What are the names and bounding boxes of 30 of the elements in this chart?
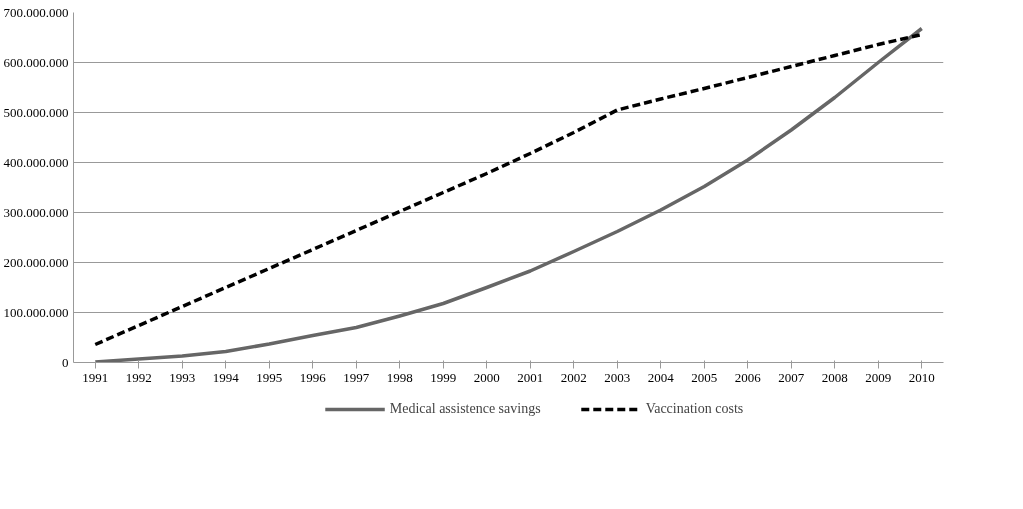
y-tick-label: 200.000.000 xyxy=(3,254,69,270)
x-tick-label: 2003 xyxy=(604,369,631,385)
x-tick-label: 1995 xyxy=(256,369,283,385)
legend-label: Medical assistence savings xyxy=(389,401,541,417)
x-tick-label: 2007 xyxy=(778,369,805,385)
x-tick-label: 2006 xyxy=(734,369,762,385)
x-tick-label: 1998 xyxy=(386,369,413,385)
x-tick-label: 1996 xyxy=(299,369,327,385)
x-tick-label: 1999 xyxy=(430,369,457,385)
x-tick-label: 2005 xyxy=(691,369,718,385)
x-tick-label: 1997 xyxy=(343,369,370,385)
x-tick-label: 2001 xyxy=(517,369,544,385)
x-tick-label: 1994 xyxy=(212,369,240,385)
y-tick-label: 700.000.000 xyxy=(3,4,69,20)
x-tick-label: 2009 xyxy=(865,369,892,385)
x-tick-label: 1992 xyxy=(125,369,152,385)
y-tick-label: 300.000.000 xyxy=(3,204,69,220)
y-tick-label: 400.000.000 xyxy=(3,154,69,170)
x-tick-label: 2000 xyxy=(473,369,500,385)
y-tick-label: 600.000.000 xyxy=(3,54,69,70)
x-tick-label: 2010 xyxy=(908,369,935,385)
y-tick-label: 0 xyxy=(62,354,69,370)
y-tick-label: 500.000.000 xyxy=(3,104,69,120)
y-tick-label: 100.000.000 xyxy=(3,304,69,320)
x-tick-label: 1991 xyxy=(82,369,109,385)
x-tick-label: 2002 xyxy=(560,369,587,385)
x-tick-label: 2004 xyxy=(647,369,675,385)
legend-label: Vaccination costs xyxy=(645,401,744,417)
x-tick-label: 1993 xyxy=(169,369,196,385)
x-tick-label: 2008 xyxy=(821,369,848,385)
